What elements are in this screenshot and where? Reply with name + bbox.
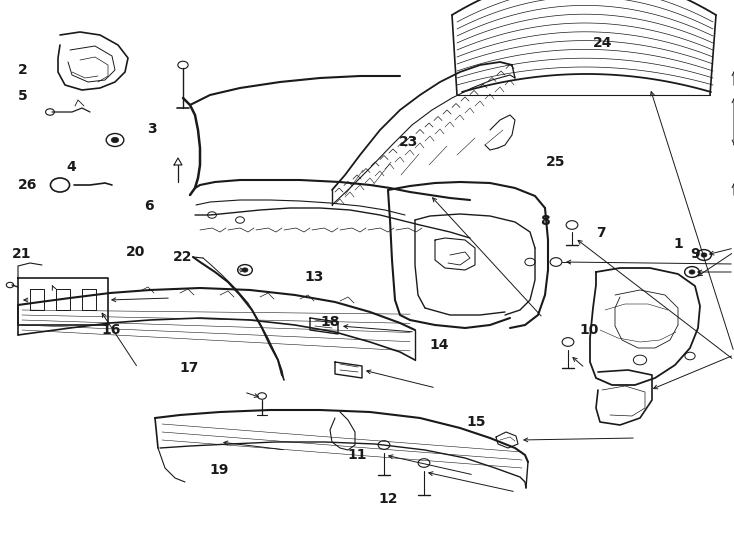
Text: 7: 7 <box>596 226 606 240</box>
Text: 16: 16 <box>101 323 120 338</box>
Text: 18: 18 <box>320 315 340 329</box>
Text: 8: 8 <box>540 214 550 228</box>
Circle shape <box>242 268 248 272</box>
Text: 9: 9 <box>690 247 700 261</box>
Text: 3: 3 <box>147 122 156 136</box>
Text: 2: 2 <box>18 63 28 77</box>
Text: 23: 23 <box>399 135 418 149</box>
Text: 19: 19 <box>210 463 229 477</box>
Text: 20: 20 <box>126 245 145 259</box>
Text: 21: 21 <box>12 247 32 261</box>
Text: 11: 11 <box>348 448 368 462</box>
Text: 10: 10 <box>580 323 599 338</box>
Text: 17: 17 <box>179 361 198 375</box>
Text: 22: 22 <box>173 250 193 264</box>
Text: 26: 26 <box>18 178 37 192</box>
Text: 13: 13 <box>305 270 324 284</box>
Circle shape <box>112 137 119 143</box>
Text: 14: 14 <box>429 338 449 352</box>
Circle shape <box>689 270 695 274</box>
Text: 15: 15 <box>467 415 487 429</box>
Text: 5: 5 <box>18 89 28 103</box>
Text: 6: 6 <box>144 199 153 213</box>
Text: 24: 24 <box>593 36 613 50</box>
Circle shape <box>701 253 707 257</box>
Text: 25: 25 <box>546 155 566 169</box>
Text: 4: 4 <box>66 160 76 174</box>
Text: 1: 1 <box>673 237 683 251</box>
Text: 12: 12 <box>379 492 399 506</box>
